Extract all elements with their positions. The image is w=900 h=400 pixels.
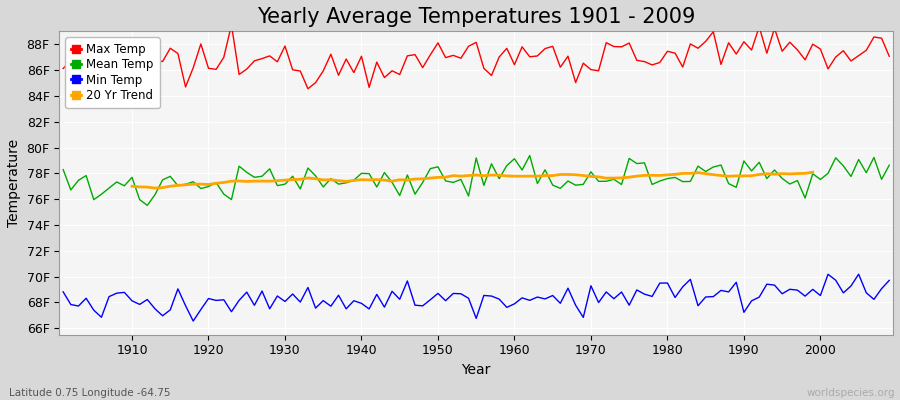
Y-axis label: Temperature: Temperature bbox=[7, 139, 21, 227]
Legend: Max Temp, Mean Temp, Min Temp, 20 Yr Trend: Max Temp, Mean Temp, Min Temp, 20 Yr Tre… bbox=[66, 37, 160, 108]
Title: Yearly Average Temperatures 1901 - 2009: Yearly Average Temperatures 1901 - 2009 bbox=[257, 7, 696, 27]
X-axis label: Year: Year bbox=[462, 363, 490, 377]
Text: Latitude 0.75 Longitude -64.75: Latitude 0.75 Longitude -64.75 bbox=[9, 388, 170, 398]
Text: worldspecies.org: worldspecies.org bbox=[807, 388, 896, 398]
